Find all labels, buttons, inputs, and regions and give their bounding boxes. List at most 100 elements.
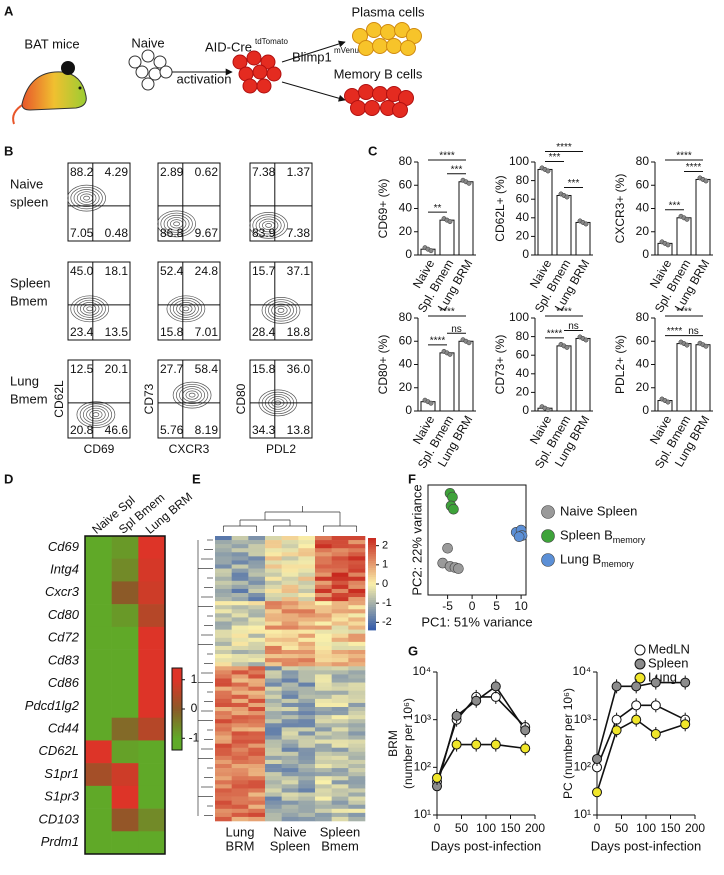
point	[631, 700, 642, 711]
heatmap-cell	[315, 552, 332, 557]
bar	[458, 181, 474, 256]
heatmap-cell	[315, 784, 332, 789]
y-tick-label: 10¹	[414, 807, 431, 821]
heatmap-cell	[348, 784, 366, 789]
colorbar-step	[172, 717, 182, 720]
mouse-ear	[61, 61, 75, 75]
heatmap-cell	[85, 808, 112, 832]
heatmap-cell	[215, 637, 232, 643]
quadrant-value: 52.4	[160, 264, 184, 278]
heatmap-cell	[348, 776, 366, 781]
colorbar-step	[368, 604, 376, 608]
heatmap-cell	[215, 715, 232, 720]
contour	[249, 212, 288, 239]
colorbar-step	[172, 672, 182, 675]
colorbar-step	[368, 567, 376, 571]
heatmap-cell	[231, 711, 249, 716]
heatmap-cell	[331, 804, 349, 810]
heatmap-cell	[231, 719, 249, 724]
cell	[232, 54, 248, 70]
heatmap-cell	[231, 654, 249, 659]
heatmap-cell	[298, 662, 316, 667]
heatmap-cell	[348, 707, 366, 712]
colorbar-step	[172, 674, 182, 677]
heatmap-cell	[215, 605, 232, 610]
x-tick-label: 150	[500, 821, 520, 835]
heatmap-cell	[215, 743, 232, 749]
heatmap-cell	[331, 735, 349, 740]
heatmap-cell	[215, 540, 232, 545]
colorbar-step	[368, 581, 376, 585]
heatmap-cell	[231, 686, 249, 692]
heatmap-cell	[248, 564, 266, 569]
colorbar-step	[172, 694, 182, 698]
heatmap-cell	[348, 601, 366, 606]
heatmap-cell	[85, 740, 112, 764]
heatmap-cell	[111, 740, 139, 764]
heatmap-cell	[215, 694, 232, 700]
heatmap-cell	[248, 751, 266, 757]
contour	[169, 297, 203, 320]
heatmap-cell	[215, 678, 232, 683]
heatmap-cell	[315, 536, 332, 541]
significance-label: ****	[676, 151, 692, 162]
heatmap-cell	[231, 800, 249, 806]
point	[432, 772, 442, 783]
heatmap-cell	[331, 605, 349, 610]
heatmap-cell	[348, 719, 366, 724]
point	[611, 725, 622, 736]
quadrant-value: 58.4	[195, 362, 219, 376]
heatmap-cell	[348, 731, 366, 736]
x-tick-label: 5	[493, 599, 500, 613]
heatmap-cell	[248, 812, 266, 818]
heatmap-cell	[331, 580, 349, 586]
heatmap-cell	[265, 796, 282, 801]
colorbar-label: 1	[191, 672, 198, 686]
contour	[70, 186, 103, 210]
heatmap-cell	[331, 597, 349, 602]
heatmap-cell	[231, 605, 249, 610]
quadrant-value: 7.01	[195, 325, 219, 339]
heatmap-cell	[231, 617, 249, 622]
heatmap-cell	[138, 536, 166, 560]
contour	[79, 403, 113, 426]
significance-label: ***	[451, 164, 463, 175]
heatmap-cell	[265, 715, 282, 720]
heatmap-cell	[331, 548, 349, 553]
flow-plot	[249, 261, 313, 341]
heatmap-cell	[331, 613, 349, 618]
heatmap-cell	[215, 707, 232, 712]
cell	[358, 40, 374, 56]
heatmap-cell	[281, 540, 299, 545]
heatmap-cell	[85, 717, 112, 741]
heatmap-cell	[298, 658, 316, 663]
heatmap-cell	[348, 572, 366, 578]
heatmap-cell	[215, 621, 232, 626]
heatmap-cell	[331, 690, 349, 696]
heatmap-cell	[138, 626, 166, 650]
heatmap-cell	[348, 654, 366, 659]
colorbar-step	[368, 613, 376, 617]
heatmap-cell	[265, 548, 282, 553]
cell	[252, 64, 268, 80]
cell	[366, 22, 382, 38]
heatmap-cell	[348, 743, 366, 749]
colorbar-step	[172, 709, 182, 712]
heatmap-cell	[281, 723, 299, 728]
heatmap-cell	[248, 536, 266, 541]
plasma-label: Plasma cells	[352, 4, 425, 19]
contour	[258, 218, 279, 233]
heatmap-cell	[298, 747, 316, 753]
heatmap-cell	[348, 609, 366, 614]
heatmap-cell	[331, 751, 349, 757]
heatmap-cell	[331, 556, 349, 561]
heatmap-cell	[331, 584, 349, 590]
point	[520, 725, 531, 736]
heatmap-cell	[215, 768, 232, 773]
heatmap-cell	[348, 584, 366, 590]
heatmap-cell	[248, 788, 266, 793]
heatmap-cell	[315, 788, 332, 793]
heatmap-cell	[231, 772, 249, 777]
heatmap-cell	[265, 780, 282, 785]
heatmap-cell	[231, 593, 249, 598]
